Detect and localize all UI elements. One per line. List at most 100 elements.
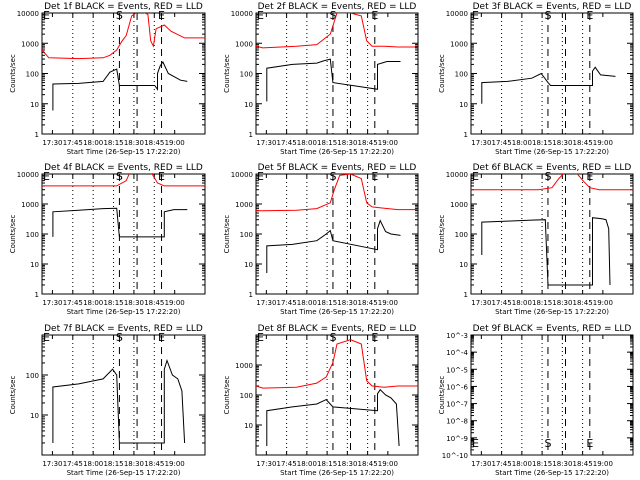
y-axis-label: Counts/sec	[438, 215, 446, 254]
marker-label: E	[371, 331, 378, 344]
y-tick-label: 1	[35, 131, 39, 139]
y-tick-label: 10^-7	[446, 401, 468, 409]
x-tick-label: 18:45	[144, 460, 164, 468]
x-axis-label: Start Time (26-Sep-15 17:22:20)	[67, 308, 181, 316]
y-axis-label: Counts/sec	[9, 376, 17, 415]
y-tick-label: 100	[26, 231, 39, 239]
y-tick-label: 10000	[17, 171, 39, 179]
x-tick-label: 18:00	[297, 139, 317, 147]
chart-title: Det 6f BLACK = Events, RED = LLD	[473, 163, 632, 173]
y-tick-label: 10^-9	[446, 435, 468, 443]
events-series-line	[52, 61, 188, 111]
y-tick-label: 1	[249, 131, 253, 139]
x-tick-label: 19:00	[165, 139, 185, 147]
y-tick-label: 10^-8	[446, 418, 468, 426]
y-tick-label: 10	[459, 101, 468, 109]
x-tick-label: 17:30	[471, 299, 491, 307]
chart-title: Det 8f BLACK = Events, RED = LLD	[258, 324, 417, 334]
marker-label: E	[158, 331, 165, 344]
y-tick-label: 100	[240, 231, 253, 239]
y-tick-label: 10^-3	[446, 332, 468, 340]
y-tick-label: 10	[244, 261, 253, 269]
y-tick-label: 100	[455, 71, 468, 79]
plot-frame	[41, 12, 206, 135]
y-tick-label: 1000	[235, 40, 253, 48]
x-tick-label: 18:00	[512, 299, 532, 307]
x-tick-label: 18:45	[144, 299, 164, 307]
x-tick-label: 17:30	[42, 299, 62, 307]
x-tick-label: 18:30	[124, 299, 144, 307]
y-tick-label: 1000	[235, 201, 253, 209]
y-tick-label: 10000	[446, 171, 468, 179]
plot-frame	[41, 173, 206, 295]
events-series-line	[481, 217, 611, 286]
marker-label: S	[329, 170, 336, 183]
x-tick-label: 18:00	[512, 460, 532, 468]
y-tick-label: 100	[240, 71, 253, 79]
y-axis-label: Counts/sec	[9, 54, 17, 93]
lld-series-line	[42, 174, 205, 187]
chart-panel-1: Det 1f BLACK = Events, RED = LLD 17:30 17:…	[9, 2, 206, 156]
x-tick-label: 18:15	[103, 299, 123, 307]
x-tick-label: 18:45	[358, 299, 378, 307]
x-axis-label: Start Time (26-Sep-15 17:22:20)	[67, 148, 181, 156]
y-tick-label: 1000	[450, 40, 468, 48]
y-tick-label: 10^-4	[446, 349, 468, 357]
plot-frame	[255, 12, 419, 135]
x-tick-label: 19:00	[165, 299, 185, 307]
events-series-line	[52, 358, 186, 444]
marker-label: E	[43, 9, 50, 22]
x-tick-label: 18:00	[83, 299, 103, 307]
events-series-line	[266, 388, 400, 447]
chart-title: Det 2f BLACK = Events, RED = LLD	[258, 2, 417, 12]
y-tick-label: 10	[459, 261, 468, 269]
lld-series-line	[256, 339, 418, 389]
y-tick-label: 10000	[231, 171, 253, 179]
chart-panel-4: Det 4f BLACK = Events, RED = LLD 17:30 17:…	[9, 163, 206, 316]
chart-panel-8: Det 8f BLACK = Events, RED = LLD 17:30 17:…	[223, 324, 419, 477]
marker-label: S	[544, 9, 551, 22]
events-series-line	[266, 219, 401, 273]
x-tick-label: 18:15	[532, 139, 552, 147]
chart-panel-5: Det 5f BLACK = Events, RED = LLD 17:30 17:…	[223, 163, 419, 316]
x-tick-label: 19:00	[378, 299, 398, 307]
marker-label: E	[472, 170, 479, 183]
chart-title: Det 7f BLACK = Events, RED = LLD	[44, 324, 203, 334]
x-tick-label: 18:00	[297, 299, 317, 307]
events-series-line	[481, 66, 616, 104]
chart-title: Det 5f BLACK = Events, RED = LLD	[258, 163, 417, 173]
y-tick-label: 10000	[17, 10, 39, 18]
x-tick-label: 17:30	[256, 460, 276, 468]
x-tick-label: 18:30	[552, 299, 572, 307]
x-tick-label: 18:15	[103, 460, 123, 468]
x-tick-label: 18:30	[552, 139, 572, 147]
plot-frame	[41, 334, 206, 456]
x-tick-label: 18:15	[317, 299, 337, 307]
x-tick-label: 19:00	[378, 460, 398, 468]
x-tick-label: 17:30	[42, 460, 62, 468]
x-axis-label: Start Time (26-Sep-15 17:22:20)	[280, 469, 394, 477]
marker-label: E	[371, 9, 378, 22]
x-tick-label: 18:30	[337, 299, 357, 307]
x-tick-label: 19:00	[593, 460, 613, 468]
lld-series-line	[256, 174, 418, 212]
x-tick-label: 18:15	[532, 460, 552, 468]
x-tick-label: 17:45	[492, 139, 512, 147]
marker-label: S	[544, 170, 551, 183]
y-tick-label: 1000	[21, 40, 39, 48]
x-tick-label: 18:45	[573, 460, 593, 468]
y-tick-label: 10	[244, 422, 253, 430]
y-axis-label: Counts/sec	[9, 215, 17, 254]
marker-label: E	[472, 9, 479, 22]
marker-label: E	[371, 170, 378, 183]
x-tick-label: 17:45	[277, 139, 297, 147]
events-series-line	[266, 58, 401, 102]
x-tick-label: 17:30	[471, 139, 491, 147]
marker-label: E	[257, 331, 264, 344]
y-tick-label: 10	[30, 261, 39, 269]
lld-series-line	[256, 13, 418, 49]
y-axis-label: Counts/sec	[223, 215, 231, 254]
y-tick-label: 1	[464, 131, 468, 139]
x-tick-label: 18:15	[317, 460, 337, 468]
events-series-line	[52, 207, 188, 238]
